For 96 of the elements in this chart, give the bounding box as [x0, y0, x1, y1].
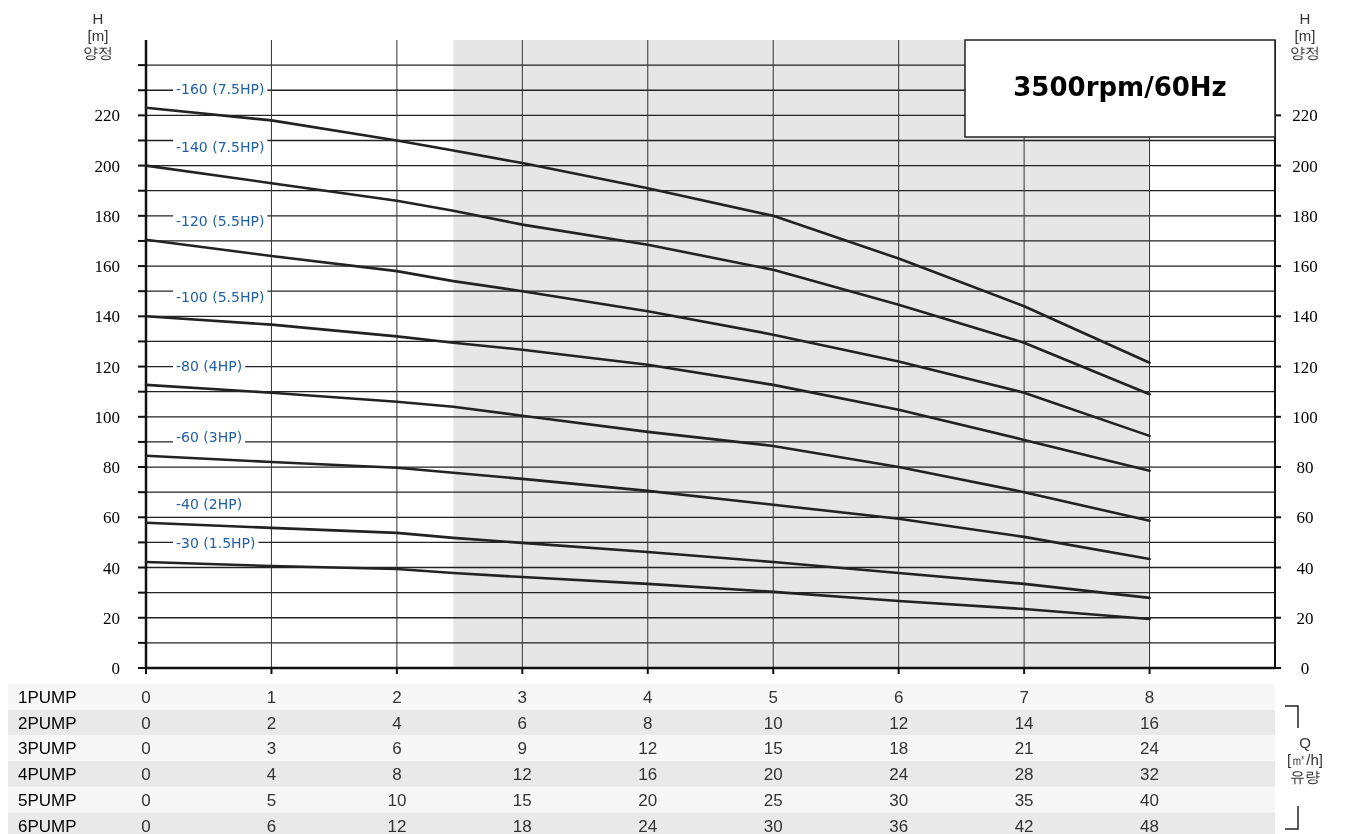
x2-axis-title: 2PUMP: [18, 713, 77, 733]
text: 5: [266, 790, 277, 810]
text: 20: [763, 765, 783, 785]
text: 30: [763, 816, 783, 834]
text: 36: [889, 816, 909, 834]
y-tick-label: 140: [94, 307, 120, 327]
x-tick-label: 7: [1019, 688, 1029, 707]
text: 3: [266, 739, 277, 759]
text: 6: [266, 816, 277, 834]
x2-tick-label: 2: [266, 713, 277, 733]
text: 6PUMP: [18, 816, 77, 834]
series-label: -160 (7.5HP): [176, 80, 265, 97]
text: 35: [1014, 790, 1034, 810]
y-tick-label: 0: [111, 659, 120, 678]
text: 28: [1014, 765, 1034, 785]
text: 6: [392, 739, 402, 759]
y2-tick-label: 60: [1296, 508, 1314, 528]
text: 40: [1140, 790, 1160, 810]
text: 0: [141, 739, 151, 759]
text: 48: [1140, 816, 1160, 834]
y2-tick-label: 200: [1292, 156, 1318, 176]
text: 10: [387, 790, 407, 810]
text: 0: [141, 765, 151, 785]
text: Q [㎥/h] 유량: [1287, 734, 1323, 785]
text: 20: [638, 790, 658, 810]
series-label: -120 (5.5HP): [176, 212, 265, 229]
y2-tick-label: 100: [1292, 407, 1318, 427]
text: 30: [889, 790, 909, 810]
y-tick-label: 220: [94, 106, 120, 126]
text: 4: [266, 765, 277, 785]
text: 3PUMP: [18, 739, 77, 759]
y2-tick-label: 0: [1300, 659, 1310, 678]
y2-tick-label: 40: [1296, 558, 1314, 578]
text: 9: [517, 739, 528, 759]
x-tick-label: 6: [893, 688, 904, 707]
x2-tick-label: 12: [889, 713, 909, 733]
text: 15: [512, 790, 532, 810]
y2-tick-label: 140: [1292, 307, 1318, 327]
x-tick-label: 3: [517, 688, 528, 707]
text: 18: [512, 816, 532, 834]
text: 5PUMP: [18, 790, 77, 810]
text: 32: [1140, 765, 1160, 785]
y2-tick-label: 20: [1296, 608, 1314, 628]
series-label: -100 (5.5HP): [176, 289, 265, 306]
y-tick-label: 180: [94, 206, 120, 226]
x-tick-label: 1: [266, 688, 277, 707]
y2-tick-label: 120: [1292, 357, 1318, 377]
y2-tick-label: 160: [1292, 257, 1318, 277]
y-tick-label: 20: [103, 608, 120, 628]
y2-tick-label: 220: [1292, 106, 1318, 126]
text: 18: [889, 739, 909, 759]
text: 24: [638, 816, 658, 834]
x-tick-label: 0: [141, 688, 151, 707]
text: 8: [392, 765, 402, 785]
text: 42: [1014, 816, 1034, 834]
text: 0: [141, 816, 151, 834]
y-tick-label: 40: [103, 558, 120, 578]
text: 3500rpm/60Hz: [1013, 72, 1227, 102]
x2-tick-label: 0: [141, 713, 151, 733]
x2-tick-label: 10: [763, 713, 783, 733]
series-label: -30 (1.5HP): [176, 534, 256, 551]
y-axis-title: H [m] 양정: [83, 10, 113, 61]
series-label: -40 (2HP): [176, 495, 243, 512]
x2-tick-label: 8: [643, 713, 653, 733]
text: 0: [141, 790, 151, 810]
x2-tick-label: 6: [517, 713, 528, 733]
y2-tick-label: 80: [1296, 458, 1314, 478]
x-tick-label: 8: [1144, 688, 1155, 707]
y-tick-label: 80: [103, 458, 120, 478]
text: 16: [638, 765, 658, 785]
text: 24: [889, 765, 909, 785]
x-tick-label: 4: [643, 688, 653, 707]
text: 12: [512, 765, 532, 785]
x2-tick-label: 16: [1140, 713, 1160, 733]
text: 15: [763, 739, 783, 759]
text: 25: [763, 790, 783, 810]
text: 4PUMP: [18, 765, 77, 785]
x-tick-label: 5: [768, 688, 778, 707]
x-tick-label: 2: [392, 688, 402, 707]
y-tick-label: 60: [103, 508, 120, 528]
y-tick-label: 200: [94, 156, 120, 176]
text: 12: [387, 816, 407, 834]
y-tick-label: 160: [94, 257, 120, 277]
text: 21: [1014, 739, 1034, 759]
series-label: -60 (3HP): [176, 428, 243, 445]
y-tick-label: 100: [94, 407, 120, 427]
series-label: -140 (7.5HP): [176, 138, 265, 155]
y2-tick-label: 180: [1292, 206, 1318, 226]
text: 12: [638, 739, 658, 759]
x2-tick-label: 4: [392, 713, 402, 733]
y-tick-label: 120: [94, 357, 120, 377]
y2-axis-title: H [m] 양정: [1290, 10, 1320, 61]
x2-tick-label: 14: [1014, 713, 1034, 733]
x-axis-title: 1PUMP: [18, 688, 77, 707]
series-label: -80 (4HP): [176, 357, 243, 374]
text: 24: [1140, 739, 1160, 759]
